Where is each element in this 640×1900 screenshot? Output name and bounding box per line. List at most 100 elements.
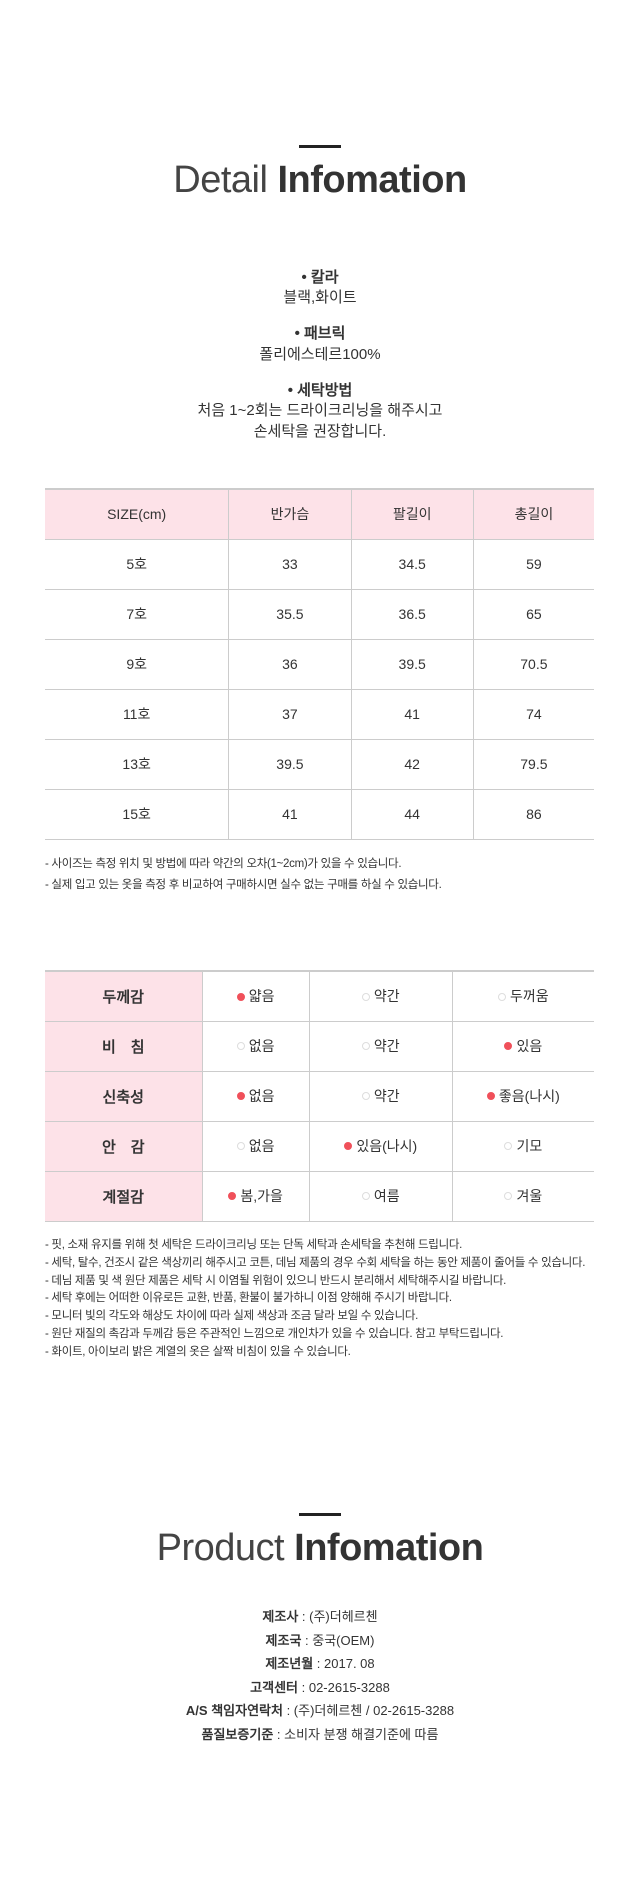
care-note: - 세탁, 탈수, 건조시 같은 색상끼리 해주시고 코튼, 데님 제품의 경우… [45,1256,586,1269]
product-title: Product Infomation [0,1526,640,1570]
feel-option: 없음 [201,1021,310,1072]
info-value: : 중국(OEM) [301,1632,375,1648]
size-header-row: SIZE(cm) 반가슴 팔길이 총길이 [45,488,594,540]
feel-option-label: 약간 [373,988,400,1005]
title-bold: Infomation [277,159,468,201]
detail-bullet: • 칼라 [301,269,339,286]
size-header-cell: SIZE(cm) [45,488,229,540]
size-cell: 34.5 [350,539,474,590]
size-note: - 실제 입고 있는 옷을 측정 후 비교하여 구매하시면 실수 없는 구매를 … [45,879,442,891]
divider-bar [299,145,341,148]
size-cell: 41 [350,689,474,740]
feel-option: 있음 [451,1021,594,1072]
title-bold: Infomation [294,1527,484,1569]
feel-label: 두께감 [45,970,202,1022]
title-light: Product [156,1527,285,1569]
product-info-line: 고객센터 : 02-2615-3288 [0,1676,640,1700]
info-label: A/S 책임자연락처 [185,1703,283,1718]
size-cell: 37 [228,689,352,740]
care-note: - 화이트, 아이보리 밝은 계열의 옷은 살짝 비침이 있을 수 있습니다. [45,1345,351,1358]
size-cell: 42 [350,739,474,790]
size-cell: 15호 [45,789,229,840]
info-value: : 2017. 08 [313,1656,375,1671]
table-row: 두께감 얇음 약간 두꺼움 [45,970,594,1022]
table-row: 15호 41 44 86 [45,789,594,840]
size-cell: 35.5 [228,589,352,640]
unselected-dot-icon [361,1192,370,1201]
size-cell: 70.5 [472,639,594,690]
feel-option-label: 좋음(나시) [498,1088,560,1104]
feel-label: 안 감 [45,1121,202,1172]
size-cell: 59 [472,539,594,590]
table-row: 비 침 없음 약간 있음 [45,1021,594,1072]
bullet-value: 폴리에스테르100% [259,346,381,363]
feel-option-label: 없음 [248,1138,275,1154]
feel-option: 좋음(나시) [451,1071,594,1122]
feel-option-label: 봄,가을 [240,1188,283,1204]
selected-dot-icon [504,1042,513,1051]
info-label: 제조사 [262,1609,299,1624]
product-info-line: 제조년월 : 2017. 08 [0,1652,640,1676]
bullet-value: 블랙,화이트 [283,289,357,306]
info-value: : 02-2615-3288 [298,1679,390,1695]
feel-option-label: 여름 [373,1188,400,1204]
size-cell: 44 [350,789,474,840]
size-cell: 39.5 [228,739,352,790]
fabric-feel-table: 두께감 얇음 약간 두꺼움 비 침 없음 약간 있음 신축성 없음 약간 좋음(나시) 안 감 없음 있음(… [45,970,594,1222]
info-value: : (주)더헤르첸 [298,1609,378,1624]
size-header-cell: 팔길이 [350,488,474,540]
unselected-dot-icon [504,1142,513,1151]
bullet-label: 세탁방법 [297,382,353,399]
info-value: : 소비자 분쟁 해결기준에 따름 [273,1726,439,1742]
size-cell: 13호 [45,739,229,790]
table-row: 안 감 없음 있음(나시) 기모 [45,1121,594,1172]
size-cell: 36.5 [350,589,474,640]
selected-dot-icon [344,1142,353,1151]
feel-option: 있음(나시) [308,1121,453,1172]
feel-label: 신축성 [45,1071,202,1122]
size-note: - 사이즈는 측정 위치 및 방법에 따라 약간의 오차(1~2cm)가 있을 … [45,858,402,870]
feel-option: 약간 [308,1071,453,1122]
size-header-cell: 총길이 [472,488,594,540]
feel-option: 겨울 [451,1171,594,1222]
size-cell: 65 [472,589,594,640]
feel-option-label: 약간 [373,1088,400,1104]
feel-label: 계절감 [45,1171,202,1222]
size-cell: 39.5 [350,639,474,690]
detail-bullet: • 패브릭 [294,325,346,342]
feel-option-label: 있음(나시) [356,1138,418,1154]
feel-option-label: 기모 [516,1138,543,1154]
info-label: 제조년월 [265,1656,314,1671]
table-row: 9호 36 39.5 70.5 [45,639,594,690]
care-note: - 데님 제품 및 색 원단 제품은 세탁 시 이염될 위험이 있으니 반드시 … [45,1274,507,1287]
feel-option: 여름 [308,1171,453,1222]
info-label: 고객센터 [250,1679,299,1695]
table-row: 신축성 없음 약간 좋음(나시) [45,1071,594,1122]
size-table: SIZE(cm) 반가슴 팔길이 총길이 5호 33 34.5 59 7호 35.5 36.5 65 9… [45,488,594,840]
bullet-label: 칼라 [310,269,339,286]
size-cell: 86 [472,789,594,840]
feel-label: 비 침 [45,1021,202,1072]
size-header-cell: 반가슴 [228,488,352,540]
feel-option-label: 겨울 [516,1188,543,1204]
selected-dot-icon [486,1092,495,1101]
feel-option: 봄,가을 [201,1171,310,1222]
table-row: 5호 33 34.5 59 [45,539,594,590]
detail-title: Detail Infomation [0,158,640,202]
product-info-line: 제조사 : (주)더헤르첸 [0,1605,640,1629]
size-cell: 74 [472,689,594,740]
size-cell: 11호 [45,689,229,740]
care-note: - 핏, 소재 유지를 위해 첫 세탁은 드라이크리닝 또는 단독 세탁과 손세… [45,1239,463,1251]
unselected-dot-icon [504,1192,513,1201]
unselected-dot-icon [498,992,506,1001]
feel-option-label: 없음 [248,1038,275,1054]
feel-option: 없음 [201,1071,310,1122]
product-info-line: A/S 책임자연락처 : (주)더헤르첸 / 02-2615-3288 [0,1699,640,1723]
selected-dot-icon [236,1092,245,1101]
product-info-line: 품질보증기준 : 소비자 분쟁 해결기준에 따름 [0,1723,640,1747]
feel-option: 두꺼움 [451,970,594,1022]
unselected-dot-icon [236,1142,245,1151]
feel-option-label: 두꺼움 [510,988,549,1005]
table-row: 계절감 봄,가을 여름 겨울 [45,1171,594,1222]
size-cell: 33 [228,539,352,590]
